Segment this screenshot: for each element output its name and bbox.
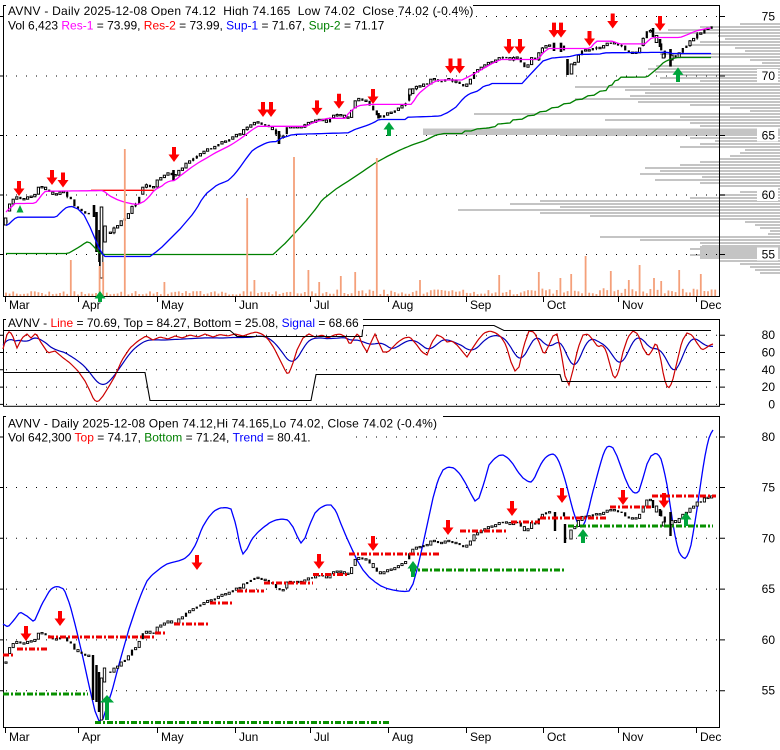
- svg-text:70: 70: [762, 531, 776, 545]
- svg-text:Mar: Mar: [9, 298, 30, 312]
- svg-text:Nov: Nov: [622, 298, 643, 312]
- svg-text:40: 40: [762, 363, 776, 377]
- svg-text:80: 80: [762, 328, 776, 342]
- svg-text:Sep: Sep: [470, 730, 492, 744]
- svg-text:May: May: [161, 730, 184, 744]
- svg-text:20: 20: [762, 380, 776, 394]
- svg-text:70: 70: [762, 69, 776, 83]
- svg-text:60: 60: [762, 346, 776, 360]
- svg-text:AVNV - Daily 2025-12-08 Open 7: AVNV - Daily 2025-12-08 Open 74.12 High …: [8, 4, 474, 18]
- svg-text:65: 65: [762, 129, 776, 143]
- svg-text:Oct: Oct: [547, 298, 566, 312]
- svg-text:80: 80: [762, 430, 776, 444]
- svg-text:55: 55: [762, 684, 776, 698]
- svg-text:Dec: Dec: [700, 730, 721, 744]
- svg-text:Mar: Mar: [9, 730, 30, 744]
- svg-text:75: 75: [762, 481, 776, 495]
- svg-text:Vol 6,423 Res-1 = 73.99, Res-2: Vol 6,423 Res-1 = 73.99, Res-2 = 73.99, …: [8, 19, 385, 33]
- svg-text:May: May: [161, 298, 184, 312]
- svg-text:Nov: Nov: [622, 730, 643, 744]
- svg-text:Apr: Apr: [82, 730, 101, 744]
- svg-text:Sep: Sep: [470, 298, 492, 312]
- svg-text:Jun: Jun: [239, 730, 258, 744]
- svg-text:AVNV - Daily 2025-12-08 Open 7: AVNV - Daily 2025-12-08 Open 74.12,Hi 74…: [8, 417, 437, 431]
- svg-text:Dec: Dec: [700, 298, 721, 312]
- svg-text:75: 75: [762, 10, 776, 24]
- svg-text:Apr: Apr: [82, 298, 101, 312]
- svg-text:Jun: Jun: [239, 298, 258, 312]
- svg-text:AVNV - Line = 70.69, Top = 84.: AVNV - Line = 70.69, Top = 84.27, Bottom…: [8, 316, 359, 330]
- svg-text:60: 60: [762, 633, 776, 647]
- svg-text:Vol 642,300 Top = 74.17, Botto: Vol 642,300 Top = 74.17, Bottom = 71.24,…: [8, 431, 311, 445]
- svg-text:Aug: Aug: [392, 730, 413, 744]
- svg-text:60: 60: [762, 188, 776, 202]
- svg-text:0: 0: [768, 397, 775, 411]
- svg-text:Jul: Jul: [314, 298, 329, 312]
- svg-text:Jul: Jul: [314, 730, 329, 744]
- svg-text:Aug: Aug: [392, 298, 413, 312]
- svg-text:Oct: Oct: [547, 730, 566, 744]
- svg-text:55: 55: [762, 248, 776, 262]
- svg-text:65: 65: [762, 582, 776, 596]
